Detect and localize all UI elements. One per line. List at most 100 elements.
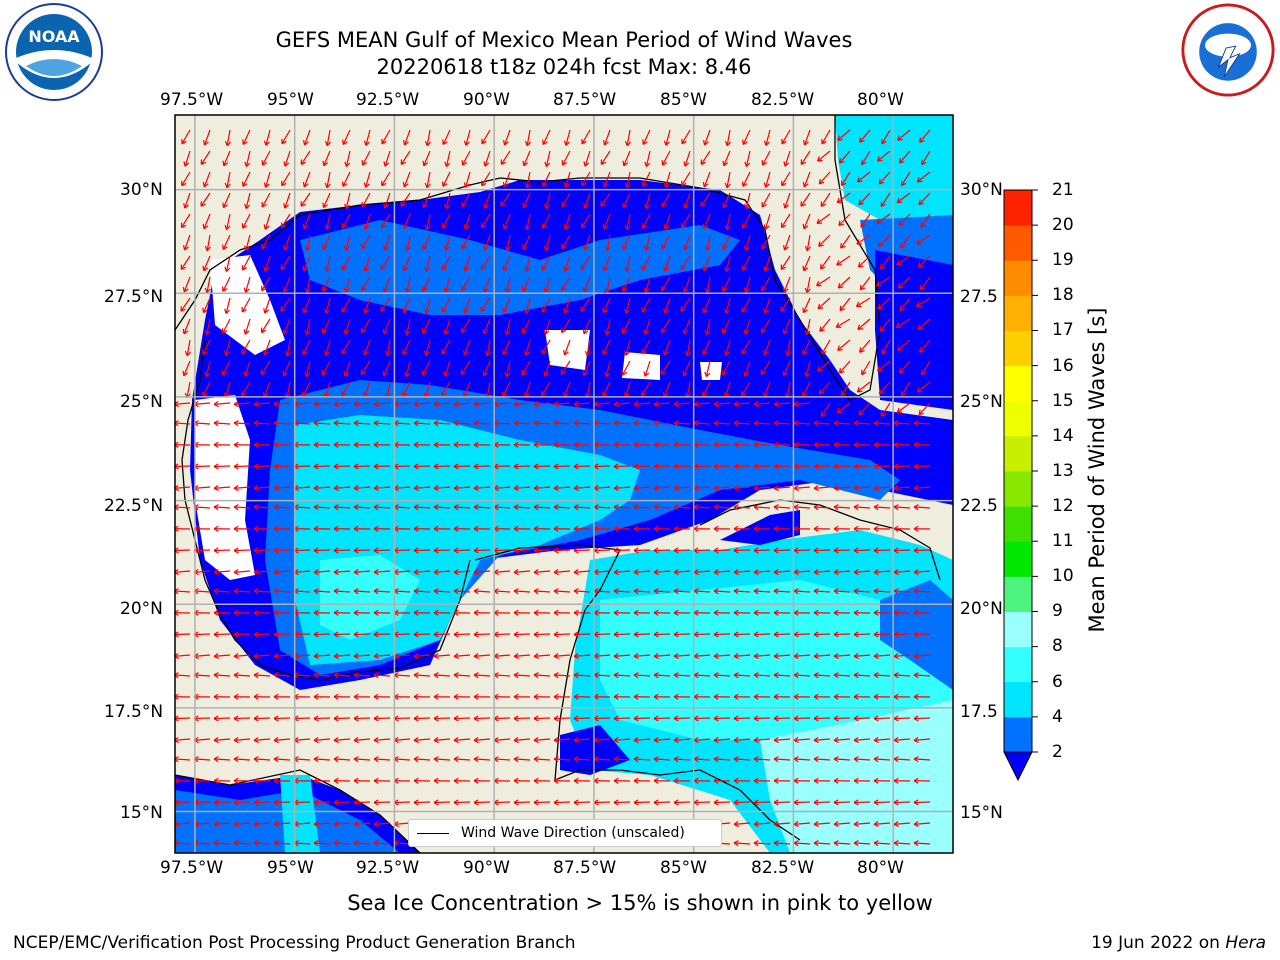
- wind-arrow-head: [373, 568, 379, 576]
- wind-arrow-head: [673, 441, 679, 448]
- wind-arrow-head: [322, 244, 328, 250]
- wind-arrow: [433, 717, 451, 720]
- wind-arrow: [553, 422, 571, 425]
- wind-arrow: [713, 801, 731, 804]
- wind-arrow: [773, 674, 791, 677]
- wind-arrow-head: [753, 609, 759, 616]
- wind-arrow-head: [333, 736, 339, 744]
- wind-arrow: [234, 822, 251, 825]
- wind-arrow: [313, 506, 331, 509]
- wind-arrow-head: [253, 799, 259, 806]
- wind-arrow: [473, 590, 491, 593]
- lon-tick-top: 92.5°W: [356, 90, 420, 110]
- wind-arrow-head: [233, 693, 239, 700]
- wind-arrow-head: [837, 135, 843, 141]
- wind-arrow: [894, 486, 911, 489]
- wind-arrow-head: [693, 756, 699, 763]
- wind-arrow-head: [704, 287, 711, 294]
- wind-arrow-head: [333, 463, 339, 470]
- wind-arrow-head: [653, 631, 659, 638]
- wind-arrow-head: [373, 588, 379, 595]
- wind-arrow-head: [513, 463, 519, 470]
- wave-field-lowest: [720, 510, 800, 545]
- wind-arrow-head: [833, 777, 839, 784]
- wind-arrow: [753, 674, 771, 677]
- wind-arrow-head: [653, 609, 659, 616]
- wind-arrow: [754, 402, 771, 405]
- wind-arrow-head: [893, 463, 899, 470]
- colorbar-tick-label: 13: [1052, 461, 1074, 481]
- wind-arrow-head: [813, 547, 819, 554]
- wind-arrow-head: [724, 266, 731, 273]
- map-plot-area: [175, 115, 953, 853]
- wind-arrow-head: [723, 350, 730, 356]
- wind-arrow: [313, 549, 331, 552]
- wind-arrow-head: [817, 156, 823, 162]
- wind-arrow: [774, 570, 791, 573]
- colorbar-tick-label: 10: [1052, 566, 1074, 586]
- wind-arrow-head: [873, 820, 879, 828]
- wind-arrow-head: [613, 400, 619, 408]
- wind-arrow: [653, 506, 671, 509]
- wind-arrow-head: [604, 287, 611, 294]
- wind-arrow-head: [513, 777, 519, 784]
- wind-arrow-head: [200, 201, 206, 207]
- wind-arrow-head: [224, 266, 231, 273]
- wind-arrow-head: [881, 138, 887, 145]
- wind-arrow: [674, 486, 691, 489]
- wind-arrow-head: [221, 328, 228, 334]
- wind-arrow: [274, 402, 291, 405]
- wind-arrow-head: [773, 484, 779, 492]
- wind-arrow-head: [816, 280, 822, 287]
- wind-arrow: [234, 402, 251, 405]
- wind-arrow-head: [175, 840, 179, 847]
- wind-arrow: [264, 255, 271, 272]
- wind-arrow-head: [602, 181, 609, 188]
- wind-arrow: [753, 842, 771, 845]
- wind-arrow: [314, 822, 331, 825]
- wind-arrow: [861, 360, 871, 376]
- wind-arrow-head: [233, 547, 239, 554]
- wind-arrow: [321, 360, 331, 376]
- wind-arrow-head: [343, 329, 350, 335]
- wind-arrow-head: [202, 265, 209, 272]
- wind-arrow-head: [400, 159, 407, 165]
- wind-arrow-head: [877, 156, 883, 162]
- wind-arrow-head: [793, 799, 799, 806]
- wind-arrow: [873, 842, 891, 845]
- wind-arrow-head: [813, 568, 819, 576]
- wind-arrow: [274, 654, 291, 657]
- wind-arrow: [754, 654, 771, 657]
- wind-arrow-head: [175, 672, 179, 679]
- wind-arrow: [839, 360, 851, 374]
- wind-arrow-head: [175, 525, 179, 532]
- wind-arrow: [461, 276, 471, 292]
- wind-arrow-head: [838, 368, 845, 374]
- wind-arrow-head: [233, 504, 239, 511]
- lat-tick-left: 20°N: [120, 599, 163, 619]
- wind-arrow: [175, 590, 191, 593]
- wind-arrow: [700, 192, 711, 207]
- wind-arrow-head: [373, 756, 379, 763]
- wind-arrow-head: [573, 400, 579, 408]
- wind-arrow-head: [313, 840, 319, 847]
- wind-arrow: [834, 738, 851, 741]
- wind-arrow-head: [301, 391, 308, 397]
- wind-arrow-head: [175, 588, 179, 595]
- wind-arrow: [560, 360, 571, 375]
- wind-arrow-head: [380, 306, 386, 312]
- wind-arrow: [426, 171, 431, 188]
- wind-arrow: [561, 276, 571, 292]
- wind-arrow: [361, 234, 371, 250]
- wind-arrow-head: [441, 390, 447, 397]
- wind-arrow: [363, 339, 371, 356]
- wind-arrow-head: [381, 138, 387, 145]
- wind-arrow-head: [553, 568, 559, 576]
- wind-arrow-head: [313, 420, 319, 427]
- wind-arrow: [741, 297, 751, 313]
- wind-arrow-head: [424, 266, 431, 273]
- wind-arrow: [284, 192, 291, 209]
- wind-arrow: [242, 213, 251, 229]
- wind-arrow: [205, 360, 211, 377]
- wind-arrow-head: [704, 245, 711, 252]
